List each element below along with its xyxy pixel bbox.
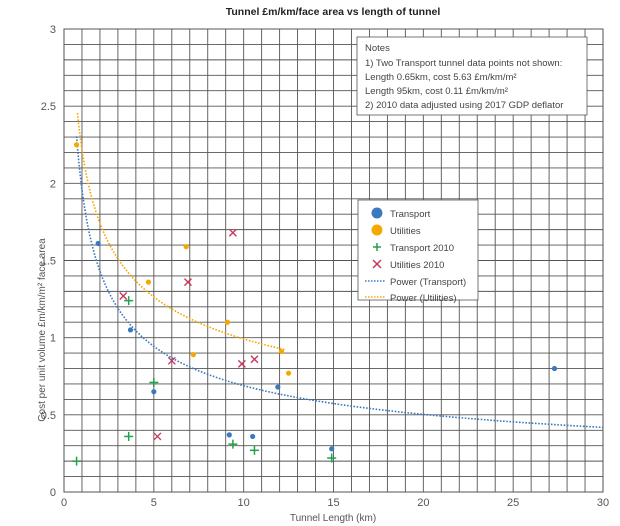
y-tick-label: 3	[50, 24, 56, 36]
utilities-2010-point	[228, 228, 237, 237]
transport-point	[329, 446, 335, 452]
utilities-point	[278, 348, 284, 355]
transport-2010-point	[72, 456, 82, 466]
axis-ticks: 0 5 10 15 20 25 30 0 0.5 1 1.5 2 2.5 3	[41, 24, 609, 509]
utilities-2010-point	[183, 278, 192, 287]
transport-point	[551, 365, 558, 372]
x-tick-label: 30	[597, 497, 609, 509]
transport-point	[226, 432, 232, 438]
utilities-point	[190, 352, 196, 358]
trendlines	[75, 113, 604, 429]
x-axis-label: Tunnel Length (km)	[290, 513, 376, 524]
legend-utilities-icon	[371, 224, 383, 236]
legend-utilities-2010-label: Utilities 2010	[390, 260, 444, 271]
y-tick-label: 1	[50, 333, 56, 345]
legend-transport-label: Transport	[390, 209, 431, 220]
transport-2010-point	[228, 439, 238, 449]
power-transport--trendline	[75, 136, 604, 429]
legend-transport-icon	[371, 207, 383, 219]
y-tick-label: 2.5	[41, 101, 56, 113]
transport-point	[275, 384, 281, 390]
utilities-2010-point	[153, 432, 162, 441]
legend-transport-2010-icon	[373, 243, 381, 251]
utilities-2010-point	[237, 359, 246, 368]
x-tick-label: 20	[417, 497, 429, 509]
utilities-point	[224, 319, 231, 325]
y-tick-label: 2	[50, 178, 56, 190]
y-tick-label: 1.5	[41, 256, 56, 268]
data-points	[72, 142, 558, 466]
x-tick-label: 10	[238, 497, 250, 509]
legend: Transport Utilities Transport 2010 Utili…	[357, 199, 479, 304]
note-line-4: 2) 2010 data adjusted using 2017 GDP def…	[365, 100, 563, 111]
transport-point	[127, 327, 134, 333]
power-utilities--trendline	[76, 113, 286, 351]
utilities-2010-point	[250, 355, 259, 364]
note-line-3: Length 95km, cost 0.11 £m/km/m²	[365, 86, 508, 97]
note-line-2: Length 0.65km, cost 5.63 £m/km/m²	[365, 72, 517, 83]
y-tick-label: 0.5	[41, 410, 56, 422]
legend-power-transport-label: Power (Transport)	[390, 277, 466, 288]
legend-power-utilities-label: Power (Utilities)	[390, 293, 457, 304]
transport-point	[151, 389, 157, 395]
utilities-point	[183, 244, 189, 250]
transport-2010-point	[124, 296, 134, 306]
transport-2010-point	[149, 377, 159, 387]
x-tick-label: 15	[327, 497, 339, 509]
notes-box: Notes 1) Two Transport tunnel data point…	[356, 36, 588, 116]
x-tick-label: 5	[151, 497, 157, 509]
x-tick-label: 25	[507, 497, 519, 509]
utilities-point	[145, 279, 152, 285]
transport-point	[95, 240, 101, 247]
utilities-point	[73, 142, 80, 148]
y-tick-label: 0	[50, 487, 56, 499]
transport-2010-point	[249, 445, 259, 455]
x-tick-label: 0	[61, 497, 67, 509]
notes-title: Notes	[365, 43, 390, 54]
transport-2010-point	[327, 453, 337, 463]
legend-utilities-2010-icon	[372, 259, 382, 269]
transport-2010-point	[124, 431, 134, 441]
legend-utilities-label: Utilities	[390, 226, 421, 237]
utilities-2010-point	[119, 292, 128, 300]
chart-title: Tunnel £m/km/face area vs length of tunn…	[226, 6, 441, 18]
note-line-1: 1) Two Transport tunnel data points not …	[365, 58, 562, 69]
utilities-point	[285, 370, 292, 376]
utilities-2010-point	[167, 356, 176, 365]
transport-point	[250, 433, 256, 440]
legend-transport-2010-label: Transport 2010	[390, 243, 454, 254]
y-axis-label: Cost per unit volume £m/km/m² face area	[37, 238, 48, 422]
